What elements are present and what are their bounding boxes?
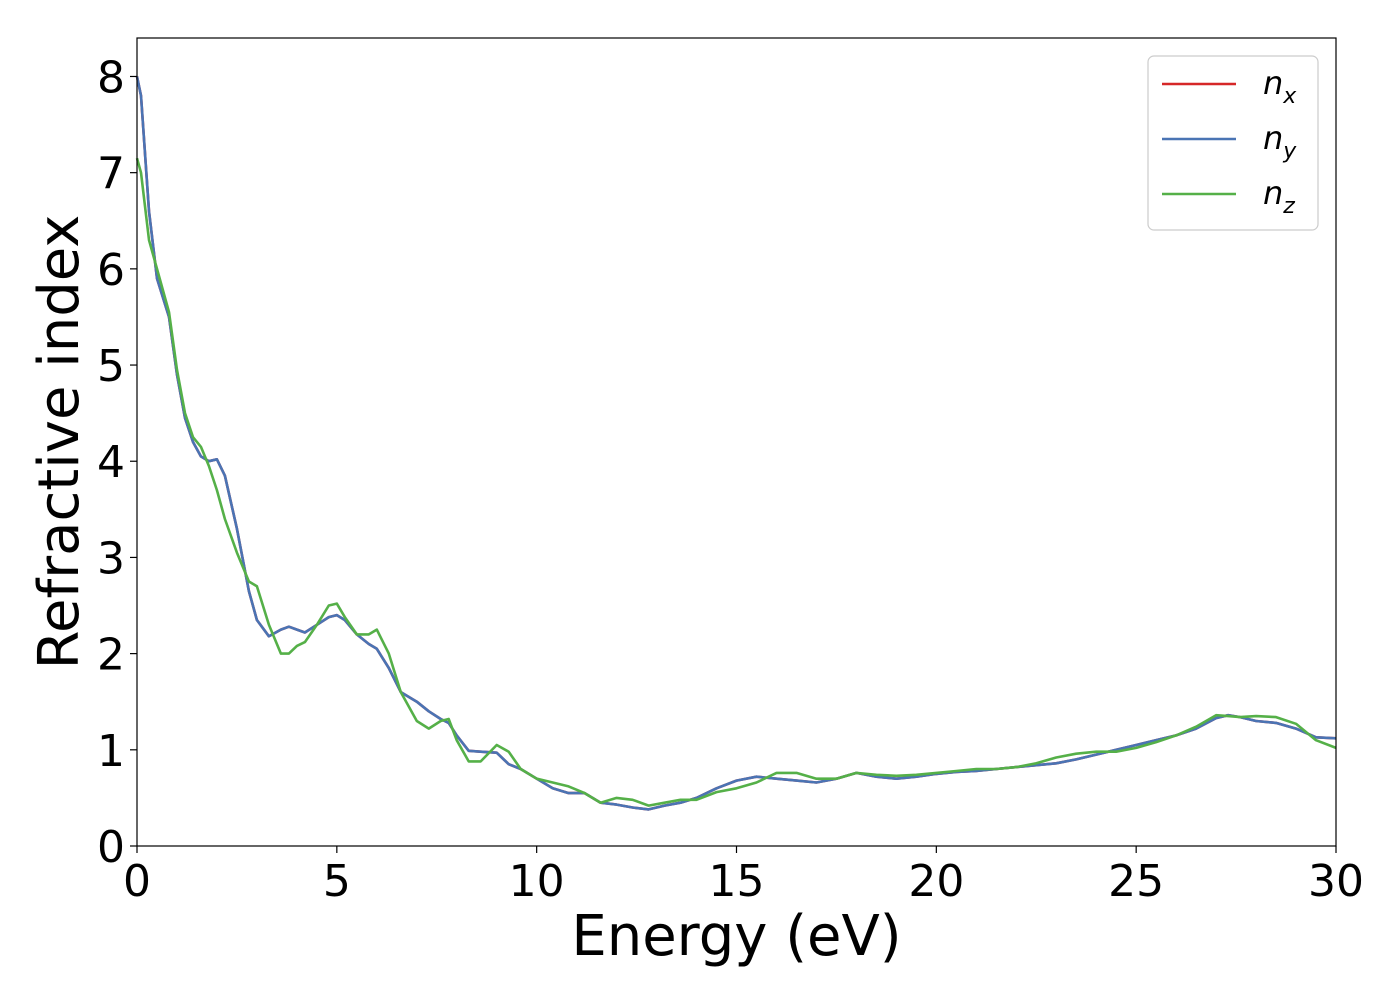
legend-label-nz: nz — [1263, 174, 1295, 219]
y-tick-label: 1 — [97, 726, 125, 777]
legend-label-subscript: x — [1282, 84, 1297, 109]
legend-label-nx: nx — [1263, 64, 1297, 109]
series-line-ny — [135, 76, 1337, 811]
y-tick-label: 7 — [97, 149, 125, 200]
y-tick-label: 4 — [97, 437, 125, 488]
x-tick-label: 5 — [323, 856, 351, 907]
x-tick-label: 15 — [709, 856, 765, 907]
y-axis-ticks: 0 1 2 3 4 5 6 7 8 — [97, 52, 137, 873]
x-tick-label: 0 — [123, 856, 151, 907]
legend-label-subscript: z — [1282, 194, 1295, 219]
x-tick-label: 20 — [908, 856, 964, 907]
legend-label-subscript: y — [1282, 139, 1297, 164]
series-line-nz — [135, 157, 1337, 807]
legend-label-main: n — [1263, 64, 1283, 102]
y-tick-label: 5 — [97, 341, 125, 392]
x-axis-label: Energy (eV) — [571, 904, 901, 969]
y-tick-label: 3 — [97, 533, 125, 584]
y-tick-label: 8 — [97, 52, 125, 103]
legend-label-ny: ny — [1263, 119, 1297, 164]
x-axis-ticks: 0 5 10 15 20 25 30 — [123, 846, 1364, 907]
x-tick-label: 10 — [509, 856, 565, 907]
y-tick-label: 2 — [97, 630, 125, 681]
y-tick-label: 6 — [97, 245, 125, 296]
y-tick-label: 0 — [97, 822, 125, 873]
x-tick-label: 30 — [1308, 856, 1364, 907]
y-axis-label: Refractive index — [27, 215, 92, 670]
legend-label-main: n — [1263, 119, 1283, 157]
legend-label-main: n — [1263, 174, 1283, 212]
series-lines — [135, 76, 1337, 811]
legend-box — [1147, 55, 1319, 231]
x-tick-label: 25 — [1108, 856, 1164, 907]
